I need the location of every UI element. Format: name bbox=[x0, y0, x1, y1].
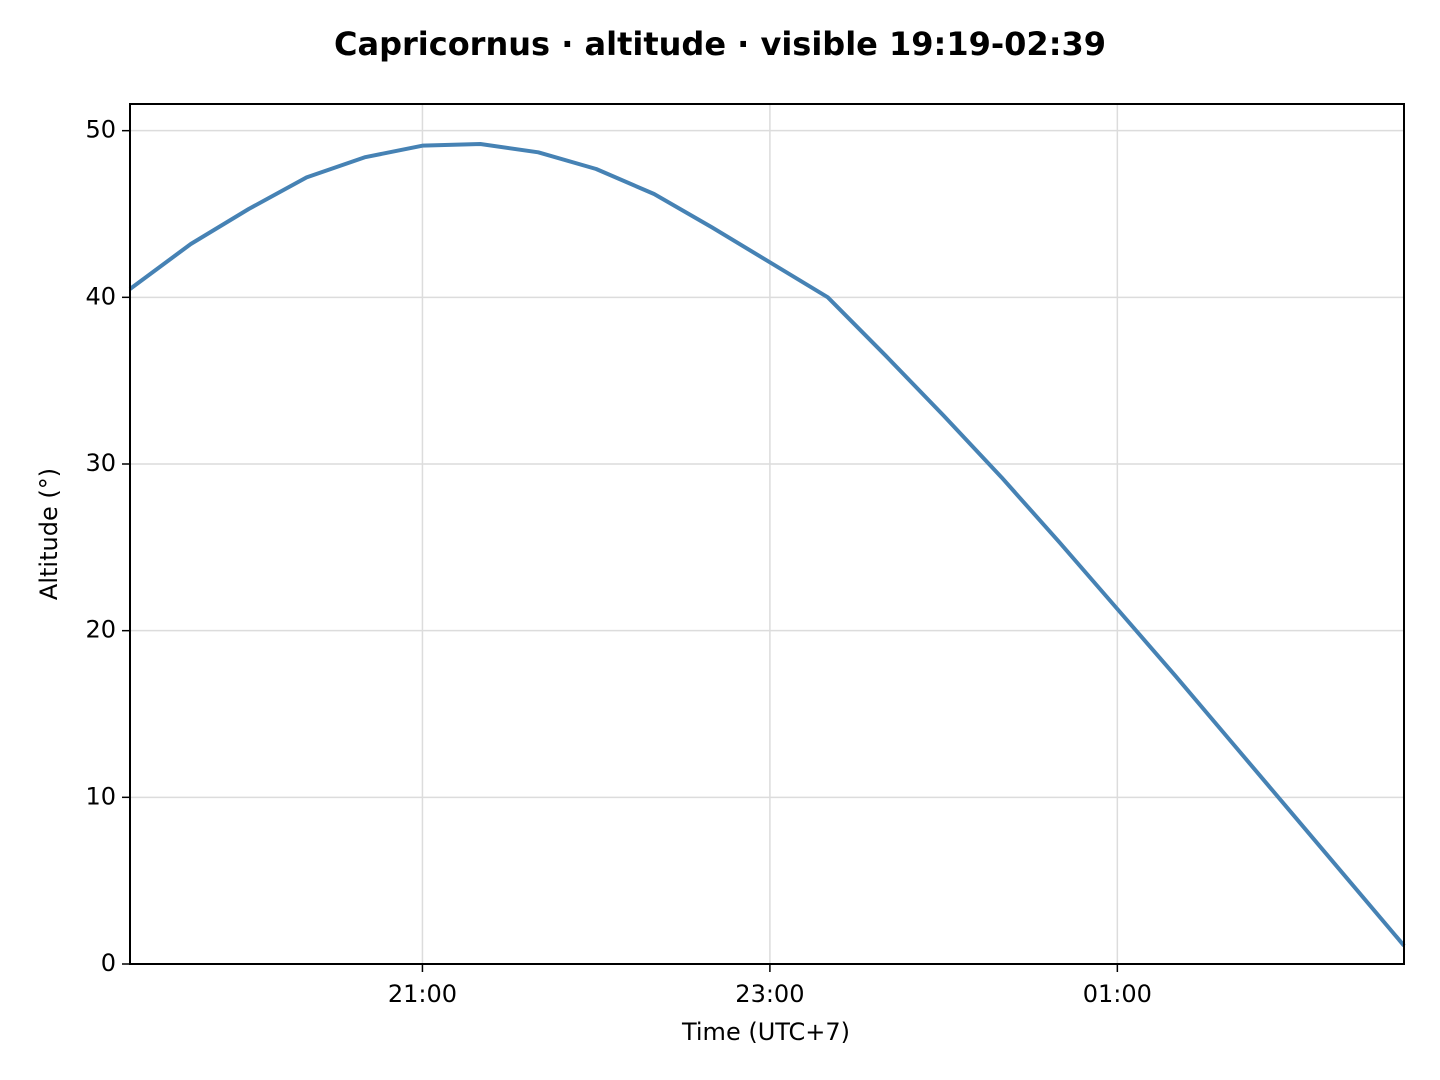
y-axis-label: Altitude (°) bbox=[35, 468, 63, 600]
chart-title: Capricornus · altitude · visible 19:19-0… bbox=[334, 25, 1106, 63]
y-tick-label: 10 bbox=[85, 782, 116, 810]
x-axis-label: Time (UTC+7) bbox=[681, 1018, 850, 1046]
axes-frame bbox=[129, 103, 1405, 965]
x-tick-label: 21:00 bbox=[388, 980, 457, 1008]
data-line bbox=[128, 142, 1406, 947]
y-tick-label: 20 bbox=[85, 616, 116, 644]
x-tick-label: 23:00 bbox=[735, 980, 804, 1008]
y-tick-label: 50 bbox=[85, 116, 116, 144]
x-tick-label: 01:00 bbox=[1083, 980, 1152, 1008]
grid bbox=[130, 104, 1404, 965]
plot-area bbox=[128, 142, 1406, 947]
y-tick-label: 40 bbox=[85, 282, 116, 310]
y-tick-label: 0 bbox=[101, 949, 116, 977]
y-tick-label: 30 bbox=[85, 449, 116, 477]
